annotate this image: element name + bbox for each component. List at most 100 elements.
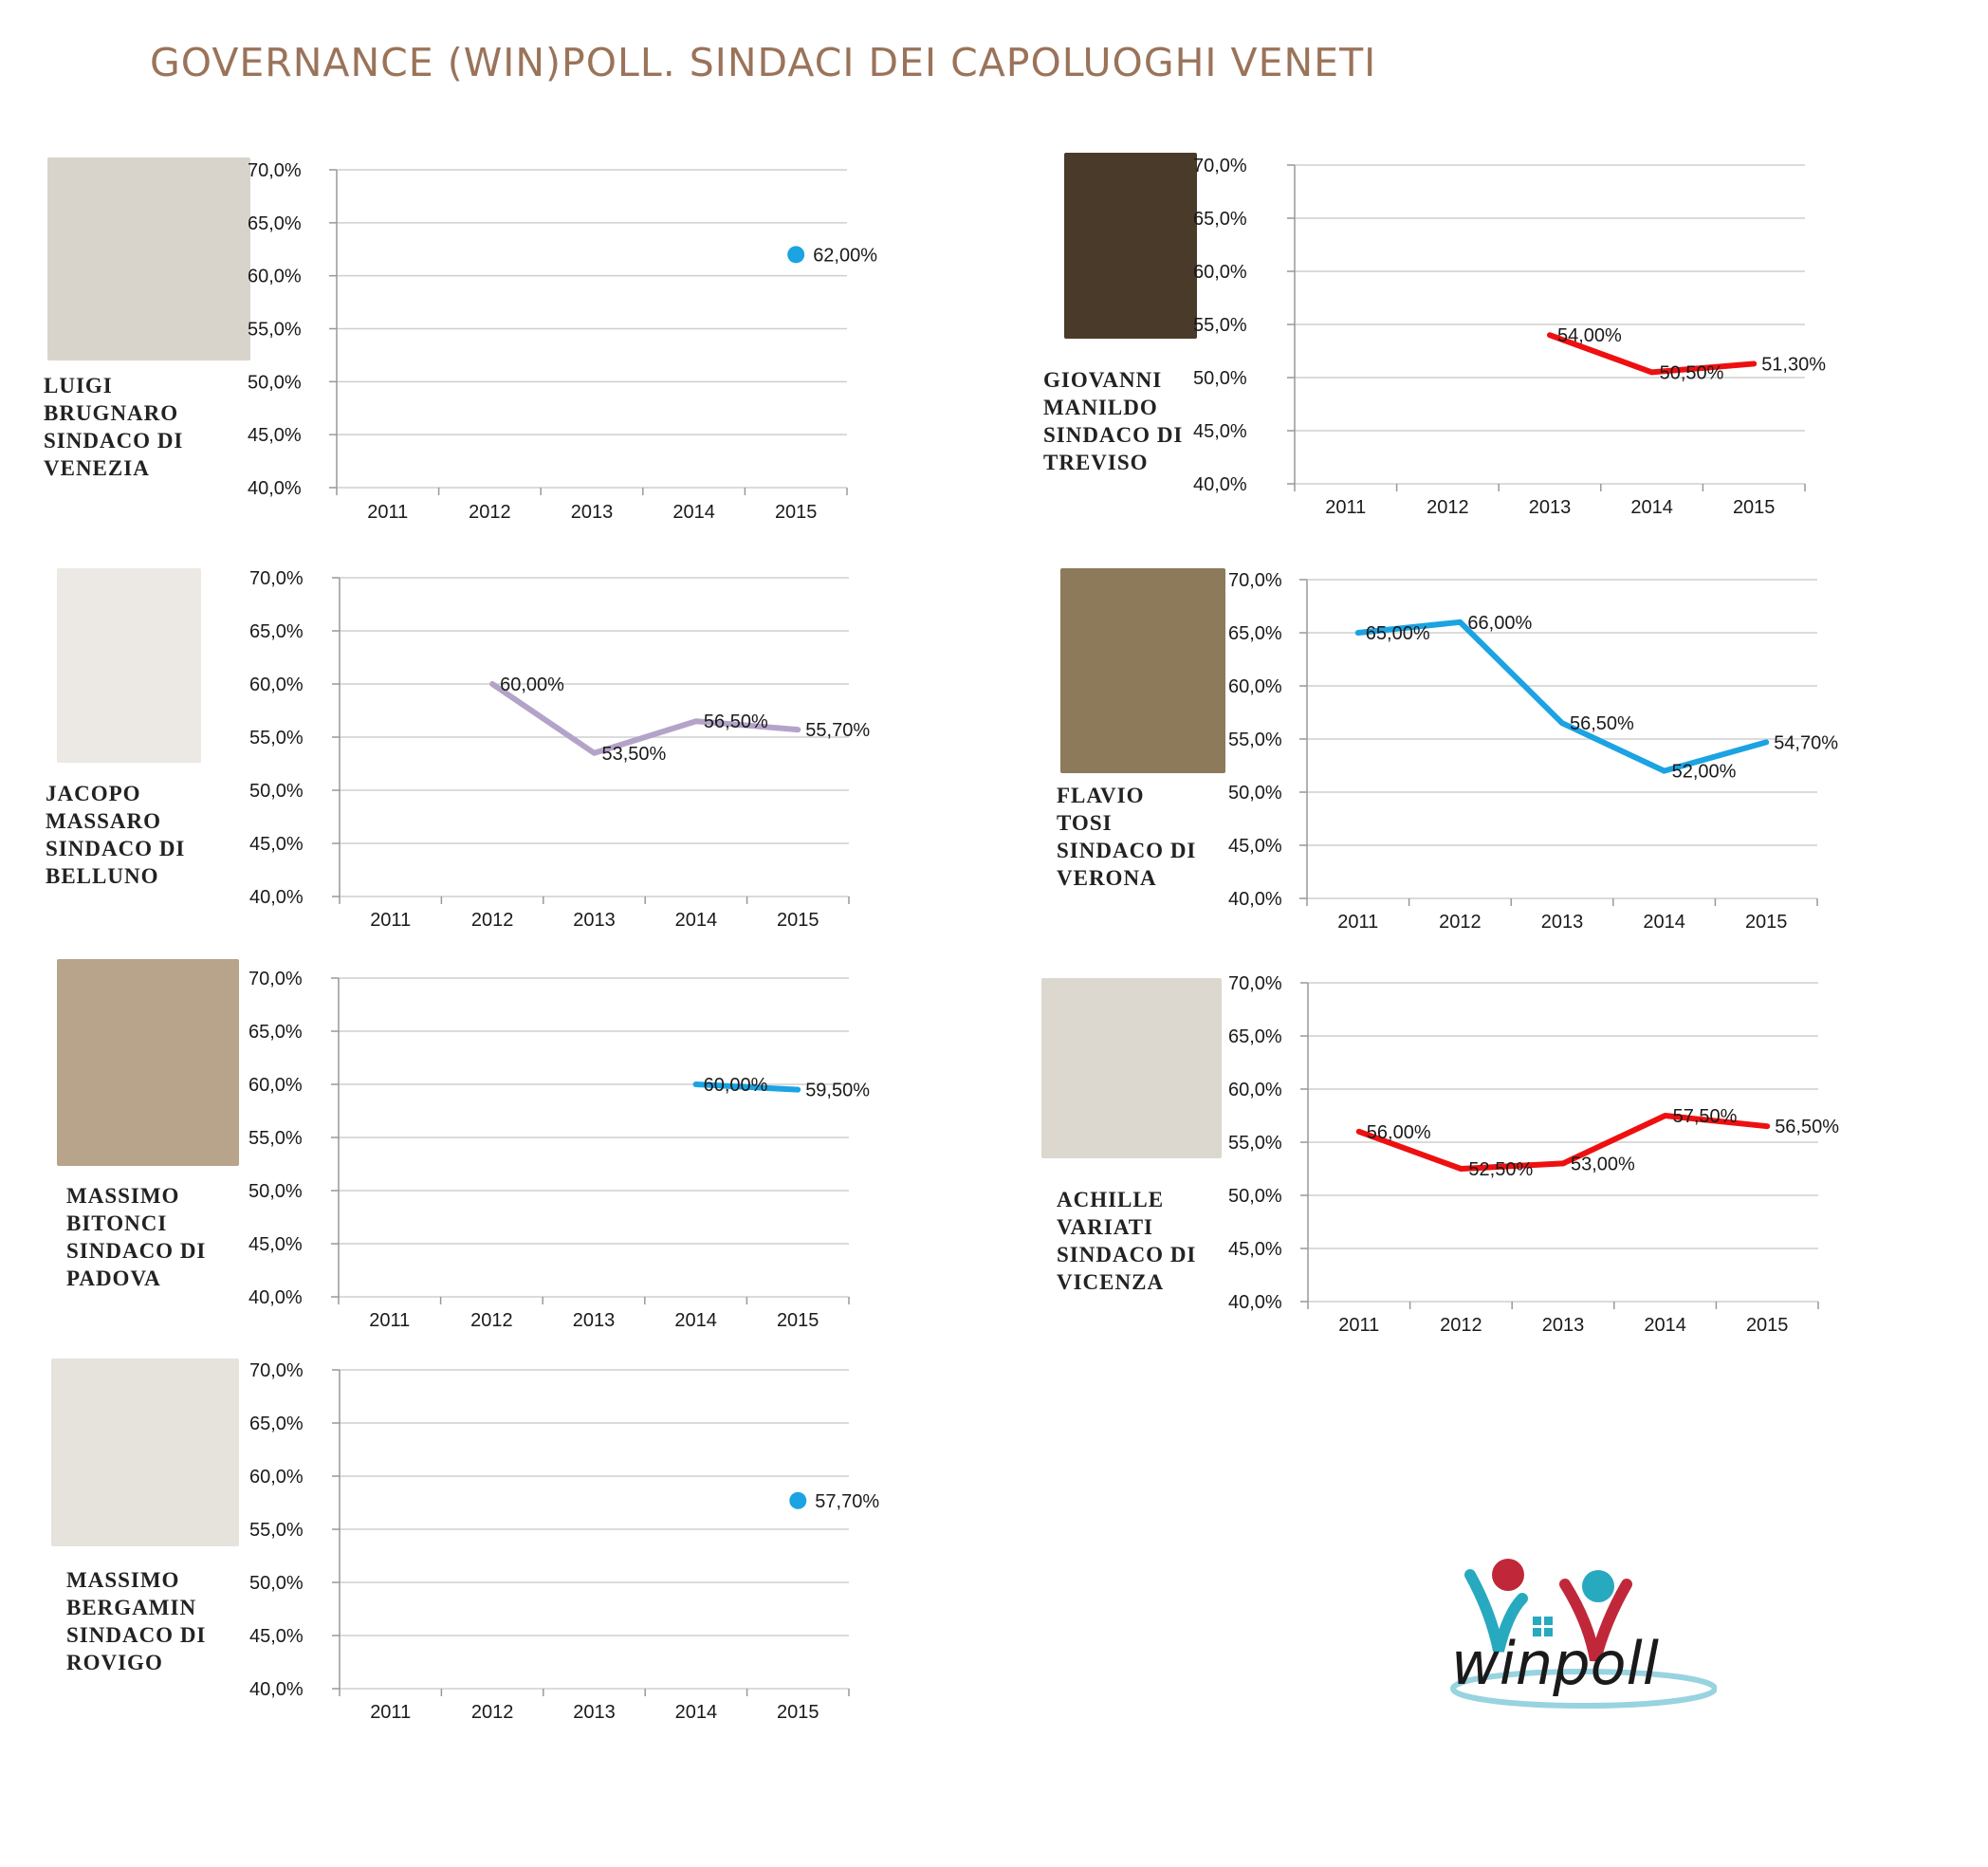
y-tick-label: 45,0% [1193,421,1247,442]
data-point [1663,1114,1667,1118]
y-tick-label: 45,0% [249,1626,304,1647]
caption-line: ROVIGO [66,1651,163,1674]
x-tick-label: 2014 [674,1310,717,1331]
y-tick-label: 40,0% [1193,474,1247,495]
data-label: 52,50% [1468,1159,1533,1180]
y-tick-label: 50,0% [249,1573,304,1594]
y-tick-label: 50,0% [1228,1186,1282,1207]
data-label: 60,00% [500,675,564,695]
caption-line: SINDACO DI [66,1239,207,1263]
y-tick-label: 50,0% [1228,783,1282,804]
portrait-photo-venezia [47,157,250,360]
y-tick-label: 60,0% [1193,262,1247,283]
caption-line: MANILDO [1043,396,1158,419]
data-label: 60,00% [704,1075,768,1096]
x-tick-label: 2011 [1337,912,1378,933]
data-point [787,246,805,264]
data-point [592,750,597,755]
data-point [1561,1161,1565,1166]
x-tick-label: 2011 [1325,497,1366,518]
y-tick-label: 45,0% [249,834,304,855]
data-label: 57,50% [1673,1106,1738,1127]
data-point [1548,333,1552,338]
x-tick-label: 2011 [369,1310,410,1331]
x-tick-label: 2014 [675,910,718,931]
x-tick-label: 2012 [471,910,514,931]
data-point [1560,721,1564,726]
y-tick-label: 40,0% [1228,889,1282,910]
y-tick-label: 55,0% [1228,1133,1282,1154]
page-title: GOVERNANCE (WIN)POLL. SINDACI DEI CAPOLU… [150,40,1377,85]
portrait-photo-rovigo [51,1359,239,1546]
data-label: 54,70% [1774,732,1838,753]
y-tick-label: 45,0% [1228,1239,1282,1260]
caption-line: MASSIMO [66,1184,180,1208]
y-tick-label: 60,0% [249,675,304,695]
series-line [1355,1113,1771,1172]
portrait-photo-verona [1060,568,1225,773]
data-point [789,1491,807,1509]
data-point [796,1087,801,1092]
y-tick-label: 40,0% [249,887,304,908]
y-tick-label: 65,0% [1228,623,1282,644]
x-tick-label: 2013 [1529,497,1572,518]
caption-line: FLAVIO [1057,784,1145,807]
x-tick-label: 2014 [1643,912,1685,933]
x-tick-label: 2012 [1440,1315,1482,1336]
x-tick-label: 2011 [370,910,411,931]
y-tick-label: 60,0% [1228,676,1282,697]
caption-line: VENEZIA [44,456,150,480]
y-tick-label: 70,0% [1193,156,1247,176]
caption-line: SINDACO DI [1057,1243,1197,1266]
data-point [1356,1129,1361,1134]
x-tick-label: 2013 [573,910,616,931]
data-label: 53,50% [602,744,667,765]
y-tick-label: 55,0% [1193,315,1247,336]
data-point [1459,1167,1463,1171]
caption-belluno: JACOPO MASSARO SINDACO DI BELLUNO [46,780,185,890]
y-tick-label: 50,0% [249,781,304,802]
y-tick-label: 40,0% [248,478,302,499]
caption-rovigo: MASSIMO BERGAMIN SINDACO DI ROVIGO [66,1566,206,1676]
data-label: 62,00% [813,245,877,266]
x-tick-label: 2012 [469,502,511,523]
series-line [692,1081,801,1093]
x-tick-label: 2015 [777,1702,819,1723]
y-tick-label: 65,0% [248,1022,303,1043]
y-tick-label: 45,0% [248,425,302,446]
data-label: 56,50% [1570,713,1634,734]
y-tick-label: 65,0% [249,621,304,642]
data-point [1765,1124,1770,1129]
data-point [796,728,801,732]
data-label: 56,50% [1775,1117,1839,1137]
caption-venezia: LUIGI BRUGNARO SINDACO DI VENEZIA [44,372,183,482]
x-tick-label: 2013 [571,502,614,523]
caption-line: PADOVA [66,1266,161,1290]
caption-line: MASSIMO [66,1568,180,1592]
caption-line: SINDACO DI [44,429,184,453]
caption-line: BRUGNARO [44,401,179,425]
x-tick-label: 2012 [1439,912,1482,933]
data-point [1649,370,1654,375]
y-tick-label: 50,0% [248,372,302,393]
data-point [693,1082,698,1086]
y-tick-label: 60,0% [248,1075,303,1096]
caption-line: SINDACO DI [1057,839,1197,862]
data-label: 65,00% [1366,623,1430,644]
caption-line: VARIATI [1057,1215,1154,1239]
caption-line: TOSI [1057,811,1113,835]
y-tick-label: 40,0% [1228,1292,1282,1313]
y-tick-label: 70,0% [249,568,304,589]
y-tick-label: 65,0% [248,213,302,234]
caption-line: SINDACO DI [1043,423,1184,447]
x-tick-label: 2014 [675,1702,718,1723]
logo-text: winpoll [1451,1629,1659,1698]
x-tick-label: 2011 [367,502,408,523]
y-tick-label: 70,0% [248,969,303,989]
y-tick-label: 70,0% [249,1360,304,1381]
x-tick-label: 2014 [672,502,715,523]
series-line [489,681,801,756]
caption-line: ACHILLE [1057,1188,1165,1211]
x-tick-label: 2012 [470,1310,513,1331]
data-point [490,682,495,686]
